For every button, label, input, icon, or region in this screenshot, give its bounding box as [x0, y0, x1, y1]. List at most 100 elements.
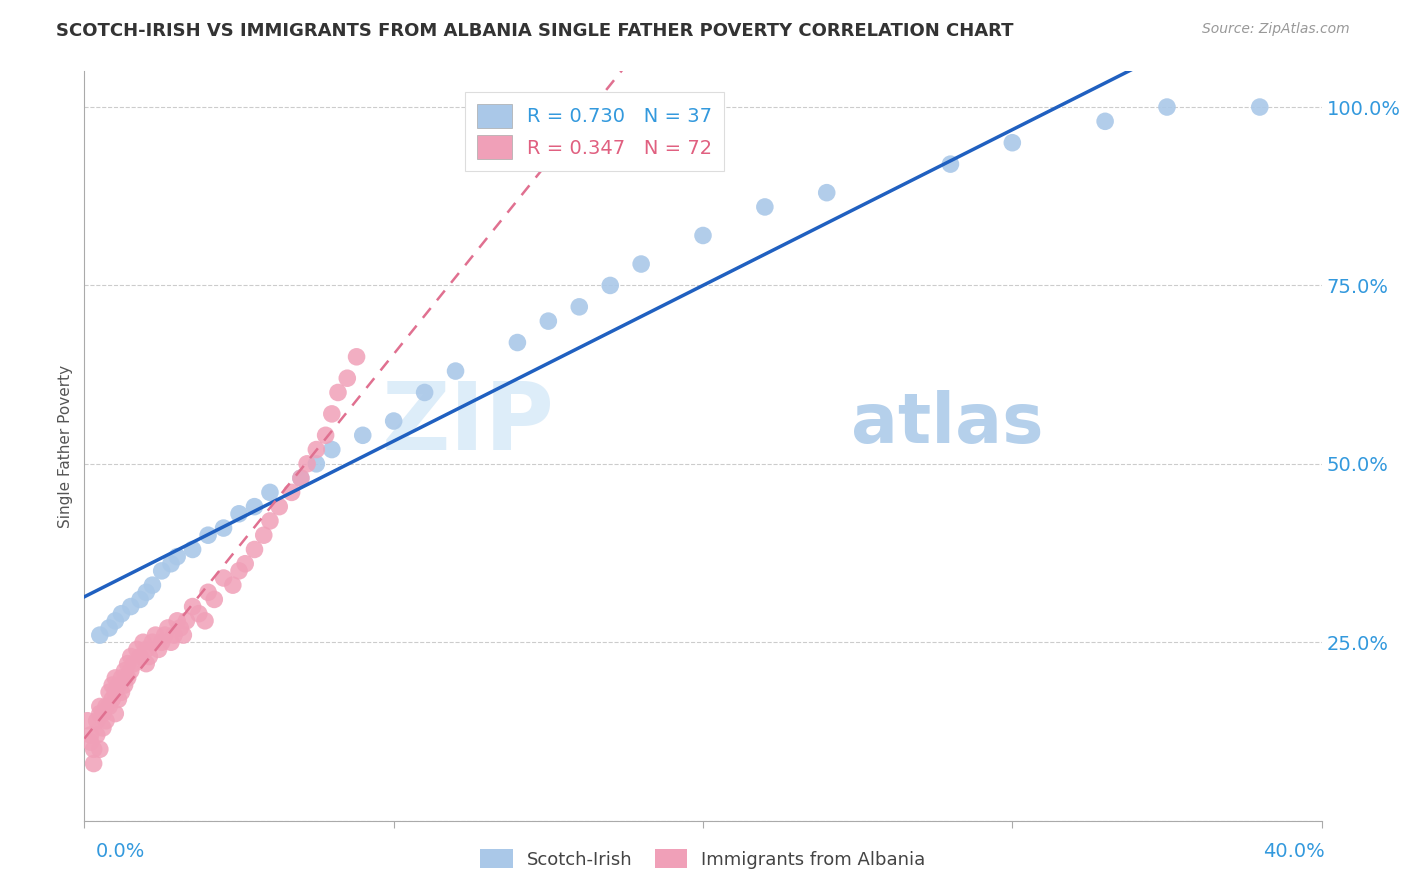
Point: [630, 257, 652, 271]
Point: [160, 557, 183, 571]
Point: [148, 642, 170, 657]
Point: [141, 635, 163, 649]
Point: [129, 592, 152, 607]
Point: [382, 414, 405, 428]
Point: [253, 528, 276, 542]
Point: [117, 671, 139, 685]
Point: [305, 442, 328, 457]
Point: [233, 557, 256, 571]
Point: [153, 628, 176, 642]
Point: [197, 585, 219, 599]
Legend: R = 0.730   N = 37, R = 0.347   N = 72: R = 0.730 N = 37, R = 0.347 N = 72: [465, 92, 724, 171]
Point: [172, 628, 194, 642]
Text: Source: ZipAtlas.com: Source: ZipAtlas.com: [1202, 22, 1350, 37]
Point: [122, 657, 145, 671]
Point: [197, 528, 219, 542]
Point: [150, 564, 173, 578]
Point: [114, 664, 136, 678]
Point: [295, 457, 318, 471]
Point: [160, 635, 183, 649]
Point: [202, 592, 225, 607]
Point: [86, 714, 108, 728]
Point: [135, 657, 157, 671]
Point: [94, 714, 117, 728]
Point: [413, 385, 436, 400]
Point: [135, 585, 157, 599]
Point: [107, 678, 129, 692]
Point: [138, 649, 160, 664]
Point: [156, 621, 179, 635]
Text: 0.0%: 0.0%: [96, 842, 145, 862]
Text: ZIP: ZIP: [381, 377, 554, 469]
Legend: Scotch-Irish, Immigrants from Albania: Scotch-Irish, Immigrants from Albania: [472, 842, 934, 876]
Point: [166, 549, 188, 564]
Point: [91, 721, 114, 735]
Point: [83, 756, 105, 771]
Point: [290, 471, 312, 485]
Point: [89, 699, 111, 714]
Point: [187, 607, 209, 621]
Point: [280, 485, 302, 500]
Point: [150, 635, 173, 649]
Point: [599, 278, 621, 293]
Point: [243, 500, 266, 514]
Point: [79, 728, 101, 742]
Text: 40.0%: 40.0%: [1263, 842, 1324, 862]
Point: [98, 685, 121, 699]
Point: [101, 692, 124, 706]
Point: [163, 628, 186, 642]
Text: atlas: atlas: [852, 390, 1045, 457]
Point: [336, 371, 359, 385]
Point: [1249, 100, 1271, 114]
Point: [79, 735, 101, 749]
Point: [104, 706, 127, 721]
Point: [259, 514, 281, 528]
Point: [104, 685, 127, 699]
Point: [104, 671, 127, 685]
Point: [321, 442, 343, 457]
Point: [259, 485, 281, 500]
Point: [98, 699, 121, 714]
Point: [315, 428, 337, 442]
Point: [305, 457, 328, 471]
Point: [1001, 136, 1024, 150]
Point: [537, 314, 560, 328]
Point: [89, 742, 111, 756]
Point: [145, 628, 167, 642]
Point: [1094, 114, 1116, 128]
Point: [212, 571, 235, 585]
Point: [815, 186, 838, 200]
Point: [568, 300, 591, 314]
Point: [326, 385, 349, 400]
Y-axis label: Single Father Poverty: Single Father Poverty: [58, 365, 73, 527]
Point: [212, 521, 235, 535]
Point: [243, 542, 266, 557]
Point: [76, 714, 98, 728]
Point: [754, 200, 776, 214]
Point: [104, 614, 127, 628]
Point: [94, 699, 117, 714]
Point: [181, 542, 204, 557]
Point: [321, 407, 343, 421]
Point: [176, 614, 198, 628]
Point: [228, 507, 250, 521]
Point: [114, 678, 136, 692]
Point: [1156, 100, 1178, 114]
Point: [352, 428, 374, 442]
Point: [120, 664, 142, 678]
Point: [91, 706, 114, 721]
Point: [181, 599, 204, 614]
Point: [107, 692, 129, 706]
Point: [120, 599, 142, 614]
Point: [269, 500, 291, 514]
Point: [89, 628, 111, 642]
Point: [169, 621, 191, 635]
Point: [135, 642, 157, 657]
Text: SCOTCH-IRISH VS IMMIGRANTS FROM ALBANIA SINGLE FATHER POVERTY CORRELATION CHART: SCOTCH-IRISH VS IMMIGRANTS FROM ALBANIA …: [56, 22, 1014, 40]
Point: [222, 578, 245, 592]
Point: [110, 671, 132, 685]
Point: [101, 678, 124, 692]
Point: [110, 607, 132, 621]
Point: [290, 471, 312, 485]
Point: [444, 364, 467, 378]
